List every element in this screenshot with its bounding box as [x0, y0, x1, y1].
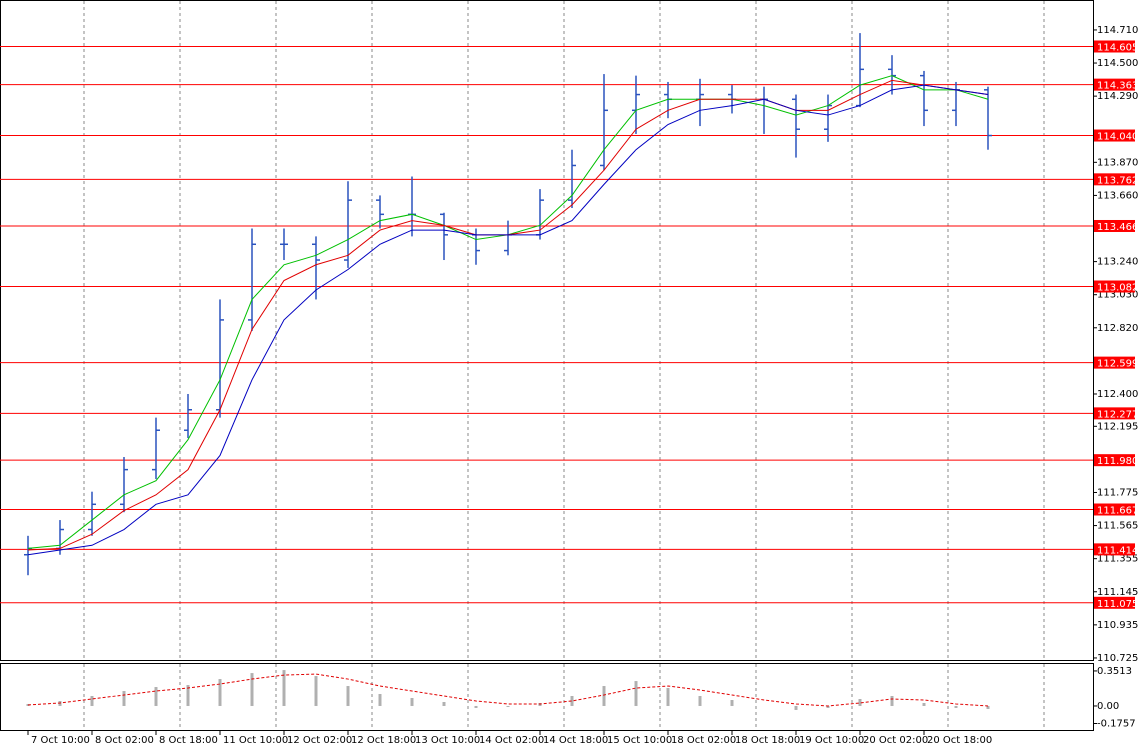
level-label: 113.466 — [1097, 222, 1138, 233]
y-tick-label: 113.240 — [1097, 257, 1138, 268]
level-label-box — [1094, 129, 1135, 142]
level-label: 114.040 — [1097, 132, 1138, 143]
x-tick-label: 7 Oct 10:00 — [31, 735, 90, 746]
moving-average — [27, 84, 989, 556]
level-label: 111.667 — [1097, 505, 1138, 516]
oscillator-panel — [0, 663, 1094, 731]
level-label-box — [1094, 40, 1135, 53]
y-tick-label: 112.400 — [1097, 389, 1138, 400]
x-tick-label: 12 Oct 18:00 — [351, 735, 416, 746]
level-label: 113.762 — [1097, 175, 1138, 186]
level-label-box — [1094, 454, 1135, 467]
level-label-box — [1094, 219, 1135, 232]
y-tick-label: -0.1757 — [1097, 718, 1136, 729]
level-label-box — [1094, 173, 1135, 186]
y-tick-label: 110.935 — [1097, 620, 1138, 631]
y-tick-label: 114.290 — [1097, 91, 1138, 102]
y-tick-label: 111.775 — [1097, 487, 1138, 498]
y-tick-label: 114.710 — [1097, 25, 1138, 36]
signal-line — [27, 673, 989, 707]
y-tick-label: 113.030 — [1097, 290, 1138, 301]
level-label-box — [1094, 543, 1135, 556]
y-tick-label: 111.565 — [1097, 521, 1138, 532]
y-tick-label: 112.820 — [1097, 323, 1138, 334]
x-tick-label: 18 Oct 02:00 — [671, 735, 736, 746]
level-label-box — [1094, 356, 1135, 369]
y-tick-label: 113.660 — [1097, 190, 1138, 201]
x-tick-label: 12 Oct 02:00 — [287, 735, 352, 746]
level-label: 111.414 — [1097, 545, 1138, 556]
level-label: 114.605 — [1097, 42, 1138, 53]
y-tick-label: 113.870 — [1097, 157, 1138, 168]
level-label: 111.980 — [1097, 456, 1138, 467]
level-label: 112.277 — [1097, 409, 1138, 420]
x-tick-label: 19 Oct 10:00 — [799, 735, 864, 746]
level-label-box — [1094, 78, 1135, 91]
y-tick-label: 111.145 — [1097, 587, 1138, 598]
x-tick-label: 14 Oct 18:00 — [543, 735, 608, 746]
x-tick-label: 18 Oct 18:00 — [735, 735, 800, 746]
y-tick-label: 114.500 — [1097, 58, 1138, 69]
level-label: 111.075 — [1097, 599, 1138, 610]
level-label: 112.599 — [1097, 359, 1138, 370]
x-tick-label: 14 Oct 02:00 — [479, 735, 544, 746]
level-label-box — [1094, 596, 1135, 609]
y-tick-label: 0.3513 — [1097, 666, 1132, 677]
y-tick-label: 112.195 — [1097, 421, 1138, 432]
main-panel — [0, 0, 1094, 661]
level-label: 114.363 — [1097, 81, 1138, 92]
level-label-box — [1094, 280, 1135, 293]
level-label-box — [1094, 407, 1135, 420]
x-tick-label: 15 Oct 10:00 — [607, 735, 672, 746]
y-tick-label: 0.00 — [1097, 701, 1119, 712]
x-tick-label: 20 Oct 02:00 — [863, 735, 928, 746]
x-tick-label: 8 Oct 02:00 — [95, 735, 154, 746]
x-tick-label: 13 Oct 10:00 — [415, 735, 480, 746]
x-tick-label: 20 Oct 18:00 — [927, 735, 992, 746]
level-label-box — [1094, 503, 1135, 516]
level-label: 113.082 — [1097, 283, 1138, 294]
y-tick-label: 111.355 — [1097, 554, 1138, 565]
y-tick-label: 110.725 — [1097, 653, 1138, 664]
x-tick-label: 8 Oct 18:00 — [159, 735, 218, 746]
x-tick-label: 11 Oct 10:00 — [223, 735, 288, 746]
